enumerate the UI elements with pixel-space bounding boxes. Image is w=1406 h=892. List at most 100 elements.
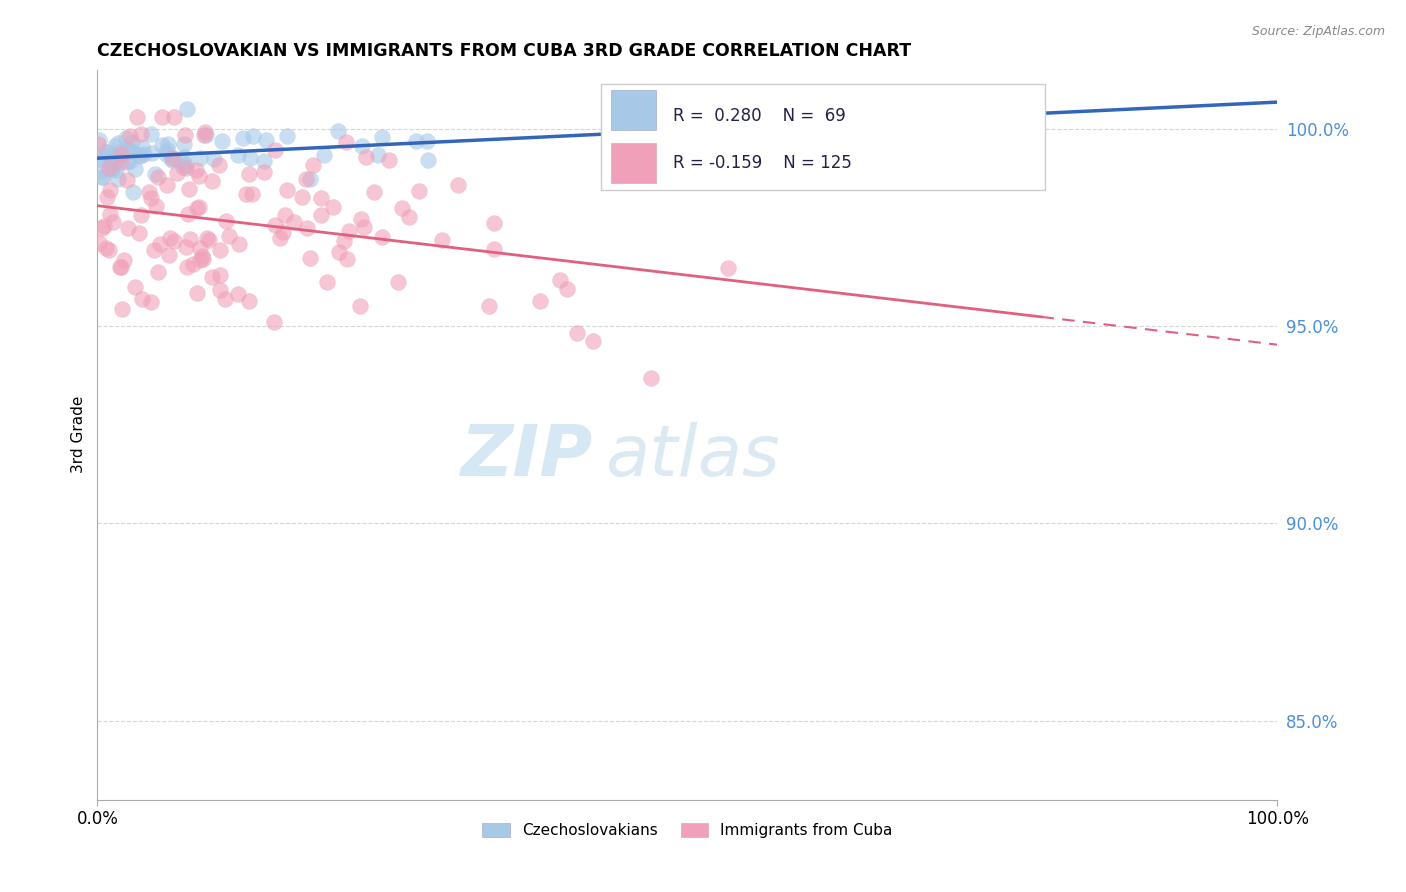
Point bbox=[100, 207, 122, 221]
Point bbox=[214, 292, 236, 306]
Point bbox=[218, 229, 240, 244]
Point bbox=[110, 147, 132, 161]
Point bbox=[162, 151, 184, 165]
Point bbox=[188, 151, 211, 165]
Text: Source: ZipAtlas.com: Source: ZipAtlas.com bbox=[1251, 25, 1385, 38]
Point bbox=[112, 252, 135, 267]
Point bbox=[548, 273, 571, 287]
Point bbox=[370, 129, 392, 144]
Point bbox=[174, 161, 197, 176]
Point bbox=[103, 152, 125, 166]
Point bbox=[295, 172, 318, 186]
Point bbox=[172, 160, 194, 174]
Point bbox=[93, 152, 115, 166]
Point bbox=[208, 268, 231, 282]
Point bbox=[186, 202, 208, 216]
Point bbox=[111, 302, 134, 317]
Point bbox=[142, 244, 165, 258]
Point bbox=[139, 128, 162, 142]
Point bbox=[478, 299, 501, 313]
Point bbox=[89, 133, 111, 147]
Point bbox=[157, 248, 180, 262]
Point bbox=[124, 162, 146, 177]
Point bbox=[416, 134, 439, 148]
FancyBboxPatch shape bbox=[610, 89, 655, 129]
Point bbox=[235, 186, 257, 201]
Point bbox=[271, 226, 294, 240]
Point bbox=[269, 230, 291, 244]
Point bbox=[371, 230, 394, 244]
Point bbox=[138, 185, 160, 199]
Point bbox=[290, 190, 312, 204]
Point bbox=[179, 182, 201, 196]
Point bbox=[337, 224, 360, 238]
Point bbox=[174, 128, 197, 143]
Point bbox=[87, 235, 110, 250]
Point bbox=[120, 129, 142, 144]
Point bbox=[115, 154, 138, 169]
Point bbox=[363, 185, 385, 199]
Point bbox=[150, 138, 173, 153]
Point bbox=[332, 234, 354, 248]
Point bbox=[188, 241, 211, 255]
Point bbox=[198, 233, 221, 247]
Text: ZIP: ZIP bbox=[461, 422, 593, 491]
Point bbox=[86, 137, 108, 152]
Point bbox=[209, 243, 232, 257]
Point bbox=[353, 219, 375, 234]
Point bbox=[195, 128, 218, 142]
Point bbox=[117, 221, 139, 235]
Point bbox=[121, 145, 143, 159]
Point bbox=[148, 170, 170, 185]
Point bbox=[159, 231, 181, 245]
Point bbox=[238, 293, 260, 308]
Point bbox=[322, 200, 344, 214]
Point bbox=[482, 216, 505, 230]
Point bbox=[717, 261, 740, 276]
Point bbox=[145, 199, 167, 213]
Point bbox=[328, 245, 350, 260]
Point bbox=[93, 219, 115, 233]
Point bbox=[96, 145, 118, 159]
Point bbox=[187, 169, 209, 184]
Point bbox=[349, 212, 371, 227]
Point bbox=[172, 154, 194, 169]
Point bbox=[93, 145, 115, 159]
Point bbox=[387, 275, 409, 289]
Point bbox=[110, 155, 132, 169]
Point bbox=[326, 123, 349, 137]
Point bbox=[174, 240, 197, 254]
Point bbox=[276, 183, 298, 197]
Point bbox=[298, 171, 321, 186]
Point bbox=[238, 167, 260, 181]
Point bbox=[139, 295, 162, 310]
Point bbox=[208, 283, 231, 297]
Point bbox=[356, 150, 378, 164]
Point bbox=[582, 334, 605, 348]
Point bbox=[176, 102, 198, 116]
Point bbox=[110, 260, 132, 274]
Point bbox=[215, 214, 238, 228]
Point bbox=[97, 243, 120, 257]
Point bbox=[232, 131, 254, 145]
Point bbox=[96, 242, 118, 256]
Text: CZECHOSLOVAKIAN VS IMMIGRANTS FROM CUBA 3RD GRADE CORRELATION CHART: CZECHOSLOVAKIAN VS IMMIGRANTS FROM CUBA … bbox=[97, 42, 911, 60]
Point bbox=[105, 163, 128, 178]
Point bbox=[191, 252, 214, 266]
Point bbox=[298, 251, 321, 265]
Point bbox=[177, 207, 200, 221]
Point bbox=[150, 110, 173, 124]
Point bbox=[105, 153, 128, 167]
Point bbox=[301, 158, 323, 172]
Point bbox=[173, 136, 195, 151]
Point bbox=[90, 220, 112, 235]
Point bbox=[377, 153, 399, 167]
Point bbox=[239, 151, 262, 165]
Point bbox=[336, 252, 359, 267]
Point bbox=[118, 154, 141, 169]
Point bbox=[309, 191, 332, 205]
Point bbox=[276, 129, 298, 144]
Point bbox=[108, 145, 131, 159]
Point bbox=[160, 151, 183, 165]
Point bbox=[131, 292, 153, 306]
